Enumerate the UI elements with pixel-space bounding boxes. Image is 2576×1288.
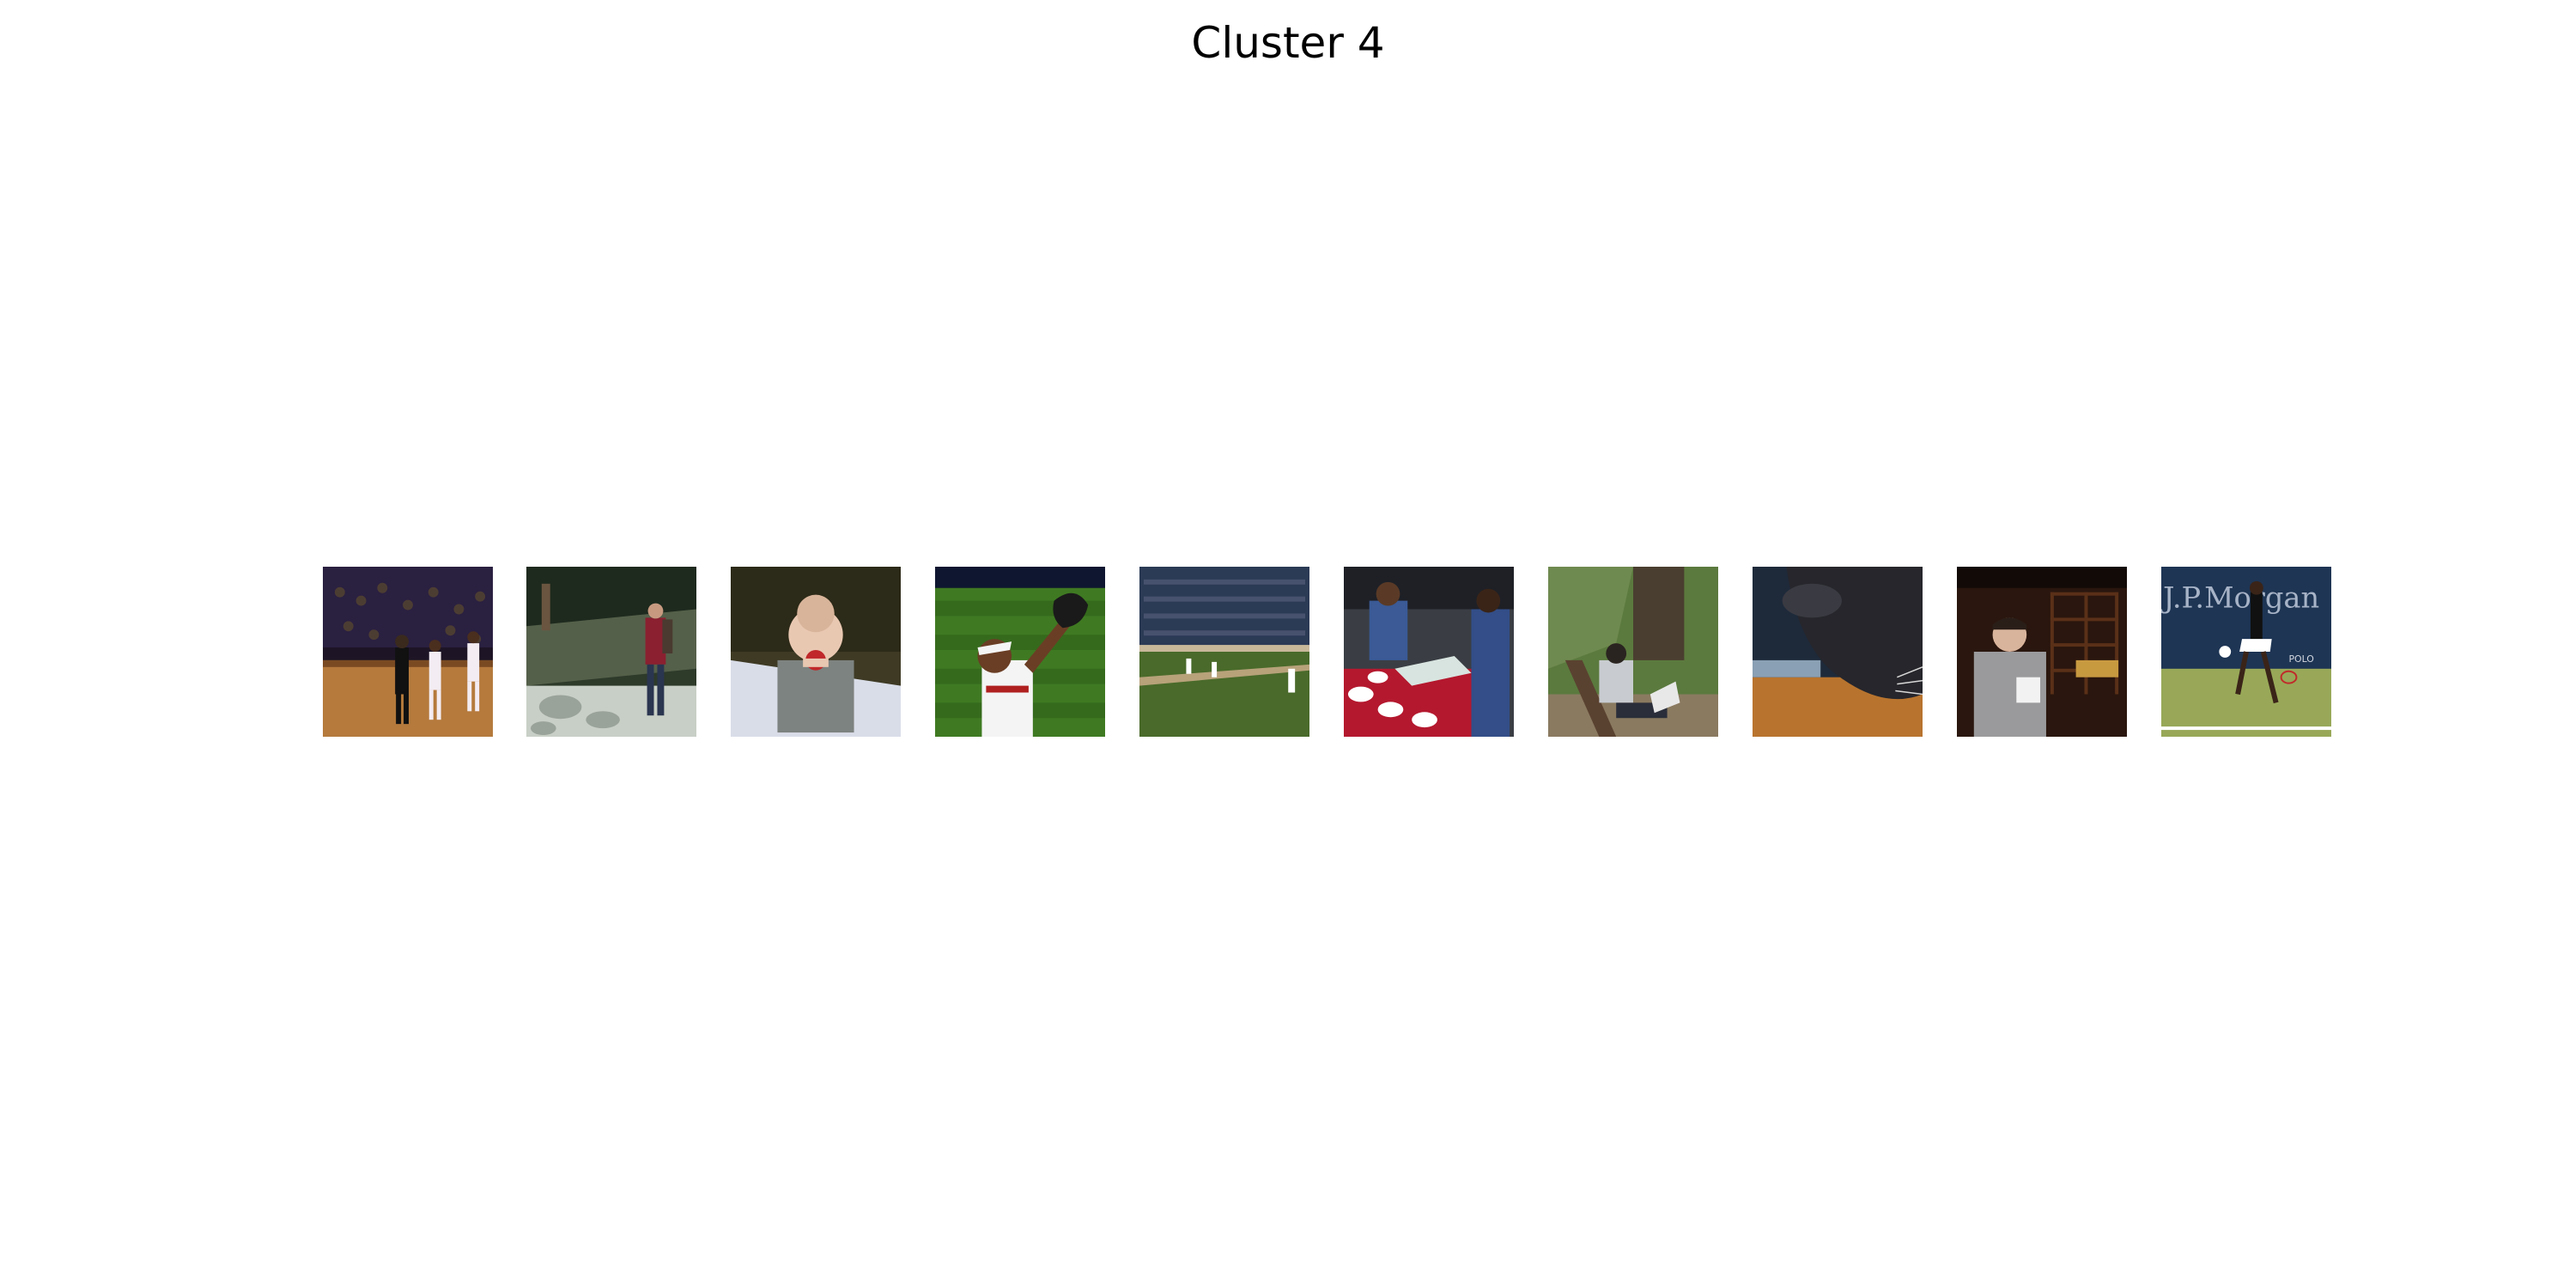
image-thumbnail-bench-laptop xyxy=(1548,567,1718,737)
image-thumbnail-stadium xyxy=(1139,567,1309,737)
figure-title: Cluster 4 xyxy=(1191,18,1385,68)
image-thumbnail-wine-cellar xyxy=(1957,567,2127,737)
image-thumbnail-baseball-catch xyxy=(935,567,1105,737)
image-thumbnail-baby xyxy=(731,567,901,737)
image-thumbnail-sailors-serving xyxy=(1344,567,1514,737)
tennis-banner-text: J.P.Morgan xyxy=(2161,581,2319,615)
image-thumbnail-tennis: J.P.Morgan POLO xyxy=(2161,567,2331,737)
tennis-banner-subtext: POLO xyxy=(2289,653,2314,665)
image-thumbnail-row: J.P.Morgan POLO xyxy=(323,567,2331,737)
image-thumbnail-hiker xyxy=(526,567,696,737)
image-thumbnail-basketball xyxy=(323,567,493,737)
image-thumbnail-cat xyxy=(1753,567,1923,737)
